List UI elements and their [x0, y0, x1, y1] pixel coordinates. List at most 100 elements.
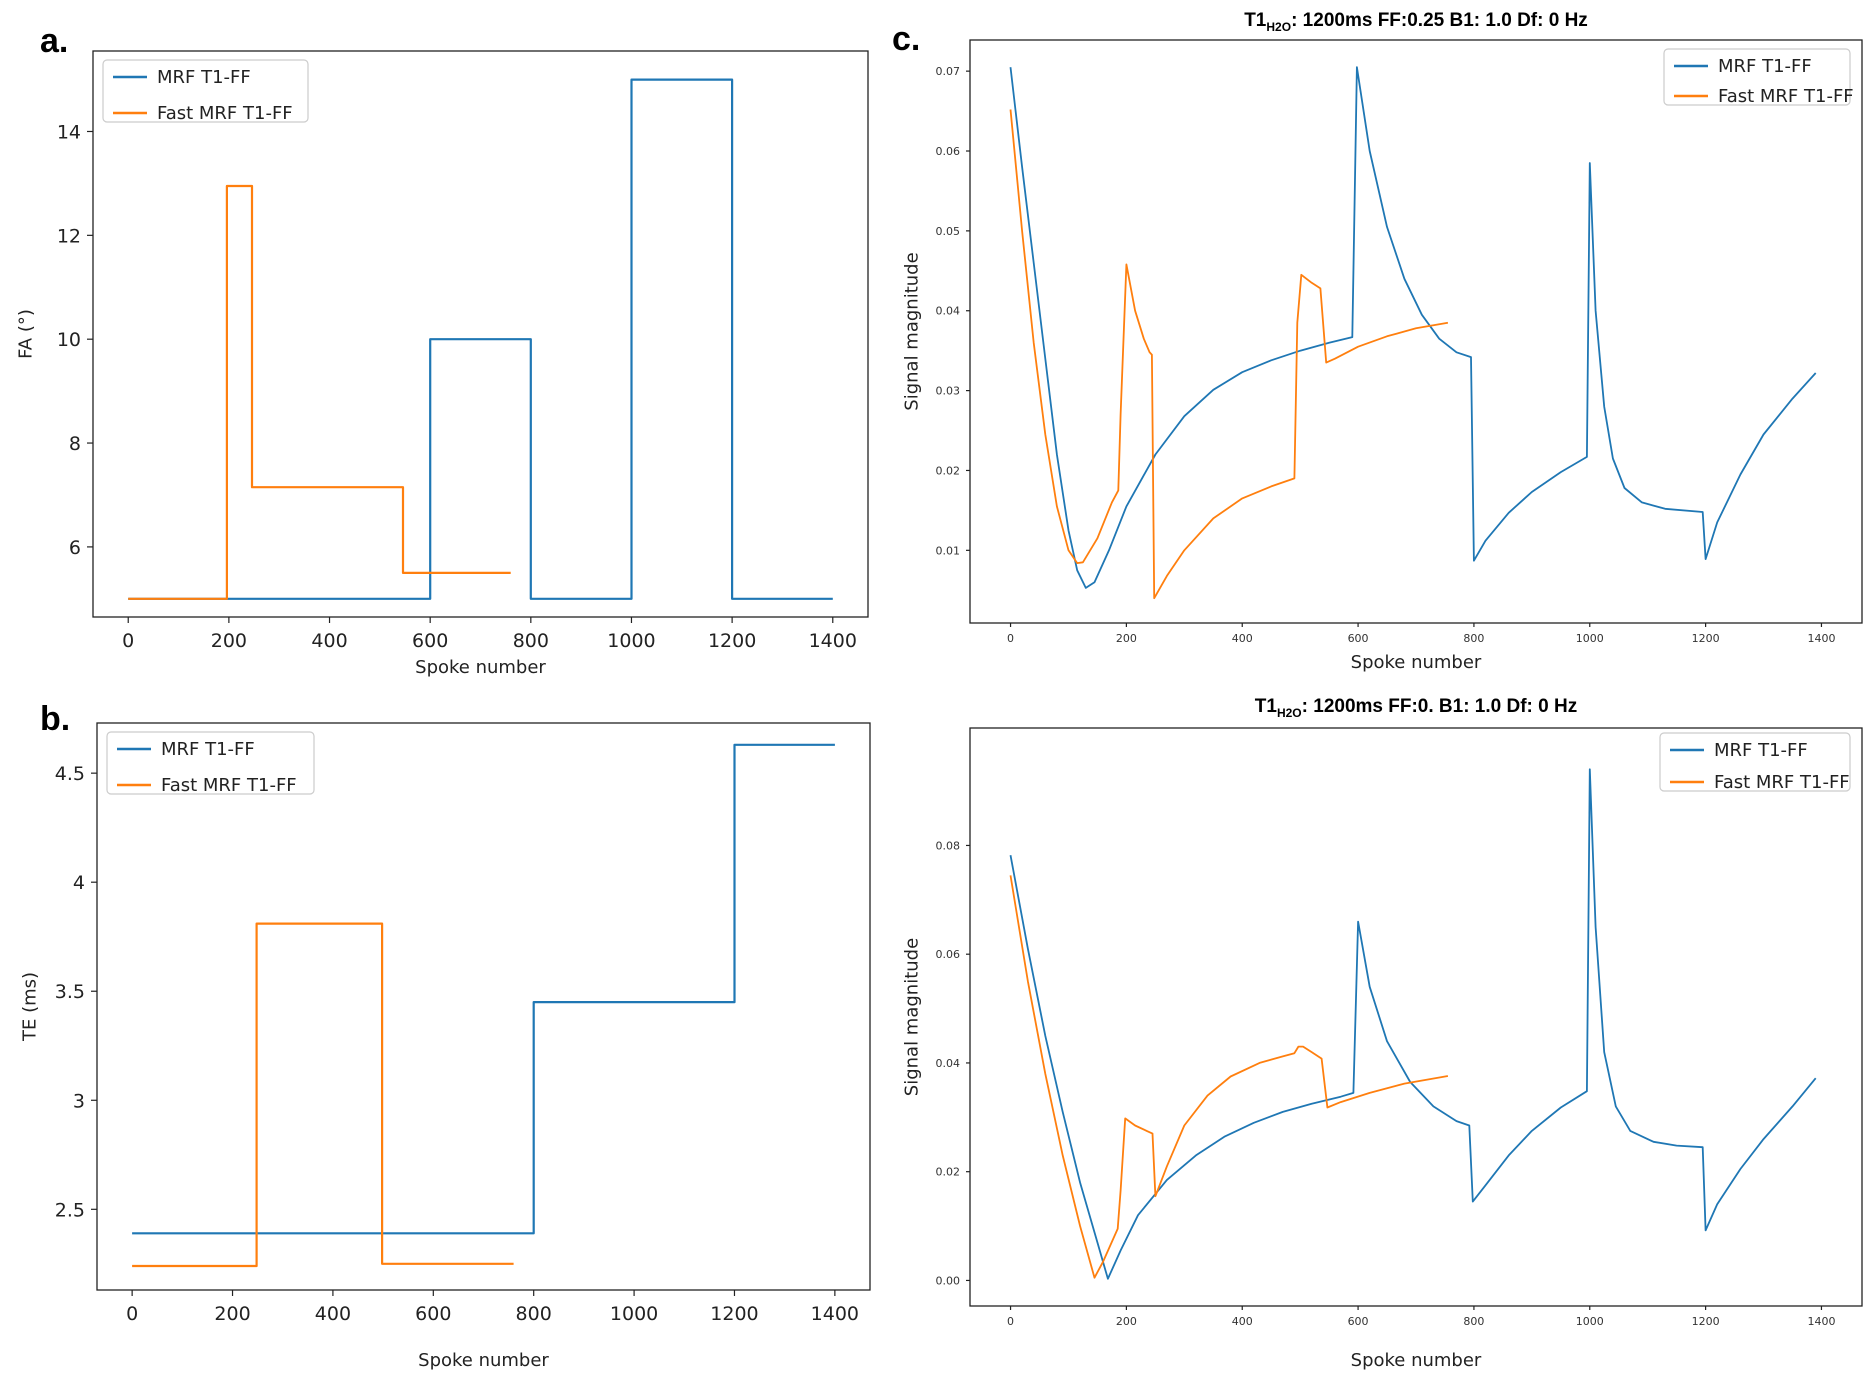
y-tick-label: 3 [73, 1090, 85, 1112]
series-line-mrf-t1-ff [1009, 66, 1817, 589]
x-tick-label: 1400 [809, 630, 857, 652]
x-tick-label: 200 [1116, 1315, 1137, 1328]
x-tick-label: 400 [1232, 632, 1253, 645]
chart-c-bottom: 0 200 400 600 800 1000 1200 1400 0.00 0.02 0.04 0.0… [902, 696, 1863, 1371]
y-tick-label: 12 [57, 225, 81, 247]
y-tick-label: 0.02 [936, 464, 961, 477]
x-tick-label: 1200 [710, 1303, 758, 1325]
series-line-fast-mrf-t1-ff [132, 922, 514, 1268]
y-tick-label: 0.04 [936, 305, 961, 318]
legend: MRF T1-FF Fast MRF T1-FF [1659, 732, 1851, 793]
y-tick-label: 0.02 [936, 1166, 961, 1179]
y-tick-label: 0.06 [936, 145, 961, 158]
chart-b: 0 200 400 600 800 1000 1200 1400 2.5 3 3.5 4 4.5 Spok… [20, 722, 871, 1371]
x-axis-label: Spoke number [1351, 652, 1482, 673]
x-tick-label: 600 [1348, 632, 1369, 645]
x-tick-label: 800 [516, 1303, 552, 1325]
x-tick-label: 1000 [1576, 632, 1604, 645]
x-tick-label: 800 [1463, 1315, 1484, 1328]
legend-box [102, 59, 309, 123]
y-axis-label: FA (°) [16, 309, 37, 359]
chart-title: T1H2O: 1200ms FF:0. B1: 1.0 Df: 0 Hz [1255, 696, 1577, 720]
x-tick-label: 1400 [1807, 1315, 1835, 1328]
y-tick-label: 0.04 [936, 1057, 961, 1070]
panel-letter-c: c. [892, 20, 920, 58]
legend-label: Fast MRF T1-FF [1718, 86, 1854, 107]
x-tick-label: 1000 [610, 1303, 658, 1325]
x-tick-label: 1200 [1692, 1315, 1720, 1328]
panel-letter-a: a. [40, 22, 68, 60]
y-tick-label: 8 [69, 433, 81, 455]
y-tick-label: 14 [57, 121, 81, 143]
x-tick-label: 0 [122, 630, 134, 652]
x-tick-label: 400 [315, 1303, 351, 1325]
chart-title: T1H2O: 1200ms FF:0.25 B1: 1.0 Df: 0 Hz [1244, 10, 1588, 34]
legend: MRF T1-FF Fast MRF T1-FF [102, 59, 309, 124]
plot-frame [96, 722, 871, 1291]
x-axis-label: Spoke number [1351, 1350, 1482, 1371]
plot-frame [92, 50, 869, 618]
x-tick-label: 600 [415, 1303, 451, 1325]
y-tick-label: 10 [57, 329, 81, 351]
y-tick-label: 3.5 [55, 981, 85, 1003]
x-tick-label: 1200 [708, 630, 756, 652]
panel-letter-b: b. [40, 700, 70, 738]
y-tick-label: 4 [73, 872, 85, 894]
legend-label: Fast MRF T1-FF [161, 775, 297, 796]
chart-c-top: 0 200 400 600 800 1000 1200 1400 0.01 0.02 0.03 0.0… [902, 10, 1863, 673]
x-tick-label: 0 [126, 1303, 138, 1325]
x-tick-label: 600 [1348, 1315, 1369, 1328]
x-tick-label: 0 [1007, 1315, 1014, 1328]
chart-a: 0 200 400 600 800 1000 1200 1400 6 8 10 12 14 Spoke n… [16, 50, 869, 678]
legend-label: MRF T1-FF [157, 67, 251, 88]
y-axis-label: Signal magnitude [902, 938, 923, 1096]
x-axis-label: Spoke number [418, 1350, 549, 1371]
legend: MRF T1-FF Fast MRF T1-FF [106, 731, 315, 796]
x-axis-label: Spoke number [415, 657, 546, 678]
series-line-mrf-t1-ff [128, 78, 833, 600]
y-tick-label: 0.01 [936, 544, 961, 557]
x-tick-label: 600 [412, 630, 448, 652]
x-tick-label: 400 [311, 630, 347, 652]
y-tick-label: 6 [69, 537, 81, 559]
y-axis-label: TE (ms) [20, 972, 41, 1042]
series-line-mrf-t1-ff [1009, 768, 1817, 1280]
plot-frame [969, 39, 1863, 624]
y-tick-label: 0.06 [936, 948, 961, 961]
x-tick-label: 200 [1116, 632, 1137, 645]
x-tick-label: 1400 [811, 1303, 859, 1325]
legend-label: MRF T1-FF [1714, 740, 1808, 761]
x-tick-label: 800 [513, 630, 549, 652]
y-tick-label: 0.08 [936, 839, 961, 852]
x-tick-label: 800 [1463, 632, 1484, 645]
series-line-fast-mrf-t1-ff [1009, 875, 1449, 1279]
x-tick-label: 1400 [1807, 632, 1835, 645]
x-tick-label: 0 [1007, 632, 1014, 645]
y-tick-label: 4.5 [55, 763, 85, 785]
y-tick-label: 2.5 [55, 1199, 85, 1221]
y-tick-label: 0.03 [936, 385, 961, 398]
x-tick-label: 1000 [607, 630, 655, 652]
legend-box [106, 731, 315, 795]
x-tick-label: 400 [1232, 1315, 1253, 1328]
x-tick-label: 1000 [1576, 1315, 1604, 1328]
x-tick-label: 1200 [1692, 632, 1720, 645]
legend-label: MRF T1-FF [1718, 56, 1812, 77]
y-axis-label: Signal magnitude [902, 252, 923, 410]
legend-box [1659, 732, 1851, 792]
y-tick-label: 0.07 [936, 65, 961, 78]
series-line-fast-mrf-t1-ff [128, 184, 511, 600]
legend-label: Fast MRF T1-FF [1714, 772, 1850, 793]
legend-box [1663, 48, 1851, 106]
y-tick-label: 0.05 [936, 225, 961, 238]
legend-label: MRF T1-FF [161, 739, 255, 760]
legend: MRF T1-FF Fast MRF T1-FF [1663, 48, 1854, 107]
series-line-fast-mrf-t1-ff [1009, 109, 1449, 600]
y-tick-label: 0.00 [936, 1274, 961, 1287]
series-line-mrf-t1-ff [132, 743, 835, 1235]
x-tick-label: 200 [214, 1303, 250, 1325]
legend-label: Fast MRF T1-FF [157, 103, 293, 124]
plot-frame [969, 727, 1863, 1307]
x-tick-label: 200 [211, 630, 247, 652]
